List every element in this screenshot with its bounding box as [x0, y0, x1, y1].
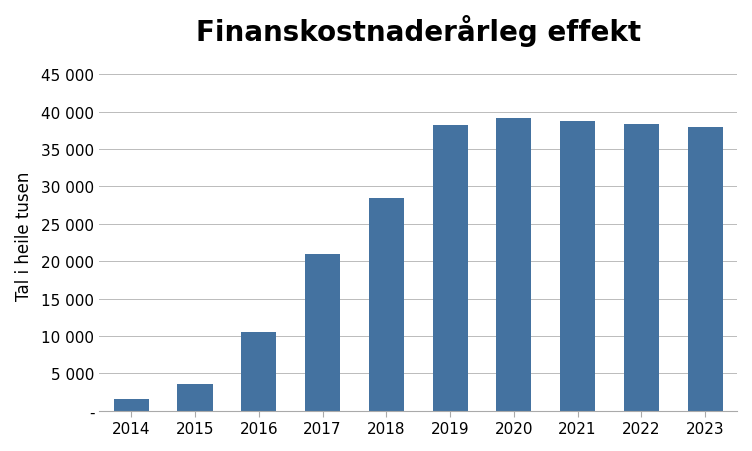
Bar: [241, 332, 276, 411]
Bar: [177, 385, 213, 411]
Bar: [624, 124, 659, 411]
Bar: [114, 399, 149, 411]
Bar: [560, 121, 595, 411]
Bar: [496, 119, 532, 411]
Title: Finanskostnaderårleg effekt: Finanskostnaderårleg effekt: [196, 15, 641, 47]
Y-axis label: Tal i heile tusen: Tal i heile tusen: [15, 171, 33, 300]
Bar: [368, 198, 404, 411]
Bar: [432, 126, 468, 411]
Bar: [687, 127, 723, 411]
Bar: [305, 254, 340, 411]
